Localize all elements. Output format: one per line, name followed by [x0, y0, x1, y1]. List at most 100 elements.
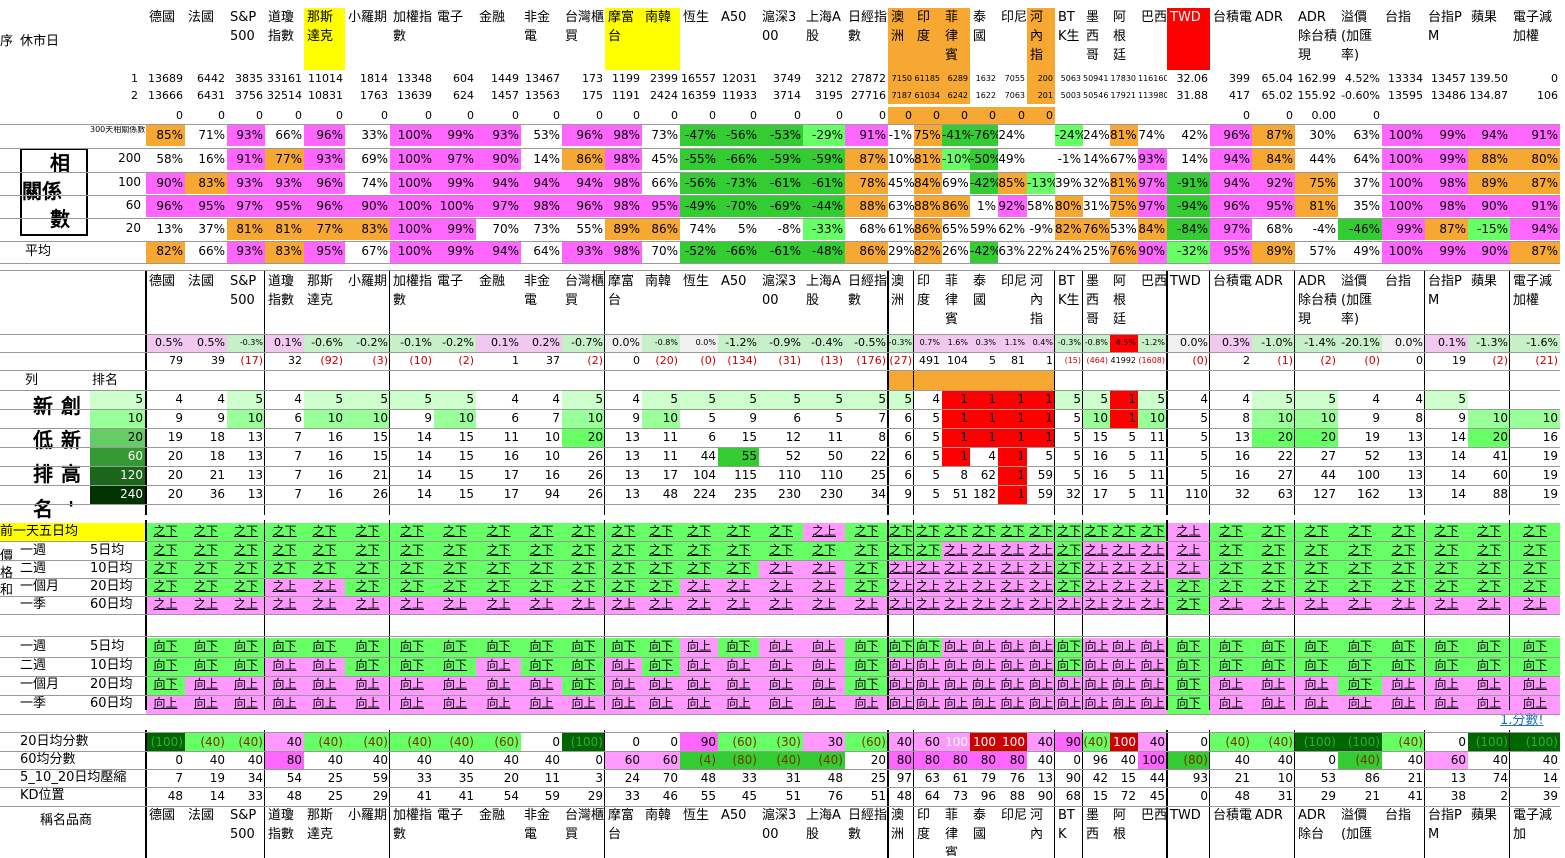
ma-cell-0-26: 之上	[1110, 542, 1138, 560]
dir-cell-2-4: 向上	[304, 676, 345, 695]
dir-label-b-2: 20日均	[90, 677, 133, 692]
rank-cell-0-17: 5	[845, 390, 888, 409]
score-cell-1-12: 60	[642, 751, 680, 769]
dir-cell-0-32: 向下	[1338, 638, 1382, 657]
score-cell-3-23: 90	[1037, 789, 1053, 803]
corr-cell-4-4: 77%	[304, 219, 345, 240]
ma-cell-2-15: 之上	[759, 578, 803, 596]
points-cell-15: (31)	[778, 354, 801, 367]
dir-cell-1-21: 向上	[970, 657, 998, 676]
price-cell-1-2: 3756	[235, 89, 263, 102]
score-cell-0-5: (40)	[345, 733, 390, 751]
score-cell-2-27: 44	[1149, 771, 1165, 785]
rank-cell-0-24: 5	[1055, 390, 1083, 409]
change-cell-16: -0.4%	[803, 334, 845, 352]
dir-cell-1-18: 向上	[888, 657, 914, 676]
ma-cell-0-10: 之下	[562, 542, 605, 560]
zero-cell-5: 0	[381, 109, 388, 122]
bottom-header-col-16: 上海A股	[806, 808, 841, 842]
points-cell-8: 1	[512, 354, 519, 367]
price-cell-1-28: 31.88	[1176, 89, 1209, 102]
score-cell-1-20: 80	[942, 751, 970, 769]
price-cell-1-9: 13563	[525, 89, 560, 102]
score-cell-3-11: 33	[624, 789, 640, 803]
rank-cell-4-8: 17	[503, 468, 519, 482]
dir-cell-0-31: 向下	[1295, 638, 1338, 657]
grid-hline	[0, 636, 1560, 637]
dir-cell-2-21: 向上	[970, 676, 998, 695]
ma-cell-1-5: 之下	[345, 560, 390, 578]
rank-cell-4-19: 5	[932, 468, 940, 482]
mid-header-col-22: 印尼	[1001, 274, 1027, 289]
dir-cell-3-20: 向上	[942, 695, 970, 714]
corr-cell-4-17: 68%	[859, 222, 886, 236]
corr-avg-7: 99%	[434, 241, 476, 263]
grid-vline	[1424, 270, 1425, 515]
rank-cell-5-31: 127	[1313, 487, 1336, 501]
corr-cell-3-36: 91%	[1510, 196, 1560, 217]
ma-cell-2-19: 之上	[914, 578, 942, 596]
corr-cell-0-9: 53%	[533, 128, 560, 142]
grid-hline	[0, 657, 1560, 658]
ma-cell-0-5: 之下	[345, 542, 390, 560]
bottom-header-col-31: ADR除台	[1298, 808, 1326, 842]
score-cell-2-36: 14	[1542, 771, 1558, 785]
corr-cell-3-9: 98%	[521, 196, 562, 217]
corr-cell-4-11: 89%	[605, 219, 642, 240]
mid-header-col-7: 電子	[437, 274, 464, 289]
rank-cell-3-0: 20	[167, 449, 183, 463]
corr-title-2: 關係	[22, 179, 62, 203]
bottom-header-col-33: 台指	[1385, 808, 1412, 823]
change-cell-26: 4.5%	[1110, 334, 1138, 352]
change-cell-24: -0.3%	[1055, 334, 1083, 352]
header-col-0: 德國	[149, 10, 176, 25]
rank-cell-0-7: 5	[434, 390, 476, 409]
grid-hline	[0, 241, 1560, 242]
rank-cell-4-30: 27	[1277, 468, 1293, 482]
bottom-header-col-14: A50	[721, 808, 747, 823]
rank-cell-1-24: 5	[1073, 411, 1081, 425]
rank-cell-5-21: 182	[973, 487, 996, 501]
grid-hline	[0, 447, 1560, 448]
rank-cell-5-13: 224	[693, 487, 716, 501]
mid-header-col-27: 巴西	[1141, 274, 1167, 289]
rank-cell-3-8: 16	[503, 449, 519, 463]
score-cell-1-33: 40	[1407, 753, 1423, 767]
ma-top-10: 之下	[562, 523, 605, 541]
corr-cell-1-8: 90%	[476, 149, 521, 170]
corr-cell-4-24: 82%	[1055, 219, 1083, 240]
grid-vline	[145, 520, 147, 710]
score-cell-1-6: 40	[416, 753, 432, 767]
link-scores[interactable]: 1.分數!	[1500, 713, 1544, 728]
rank-period-3: 60	[90, 447, 145, 466]
grid-vline	[1209, 520, 1210, 710]
corr-cell-2-1: 83%	[185, 173, 227, 194]
dir-cell-3-17: 向上	[845, 695, 888, 714]
rank-cell-4-11: 13	[624, 468, 640, 482]
ma-cell-0-35: 之下	[1468, 542, 1510, 560]
dir-cell-0-5: 向下	[345, 638, 390, 657]
grid-hline	[0, 578, 1560, 579]
corr-cell-0-12: 73%	[651, 128, 678, 142]
dir-cell-3-36: 向上	[1510, 695, 1560, 714]
rank-cell-5-16: 230	[820, 487, 843, 501]
ma-top-35: 之下	[1468, 523, 1510, 541]
corr-cell-1-3: 77%	[265, 149, 304, 170]
grid-vline	[1166, 270, 1168, 515]
corr-avg-8: 94%	[476, 241, 521, 263]
dir-cell-1-1: 向下	[185, 657, 227, 676]
header-col-13: 恆生	[683, 10, 710, 25]
zero-cell-23: 0	[1027, 107, 1055, 124]
rank-cell-2-15: 12	[785, 430, 801, 444]
change-cell-34: 0.1%	[1425, 334, 1468, 352]
header-col-22: 印尼	[1001, 10, 1027, 25]
corr-cell-4-23: -9%	[1029, 222, 1053, 236]
ma-cell-1-15: 之上	[759, 560, 803, 578]
score-cell-2-35: 74	[1492, 771, 1508, 785]
rank-cell-2-5: 15	[372, 430, 388, 444]
score-cell-0-22: 100	[998, 733, 1027, 751]
score-cell-2-16: 48	[827, 771, 843, 785]
corr-cell-0-27: 74%	[1138, 128, 1165, 142]
zero-cell-26	[1110, 107, 1138, 124]
rank-cell-2-28: 5	[1200, 430, 1208, 444]
